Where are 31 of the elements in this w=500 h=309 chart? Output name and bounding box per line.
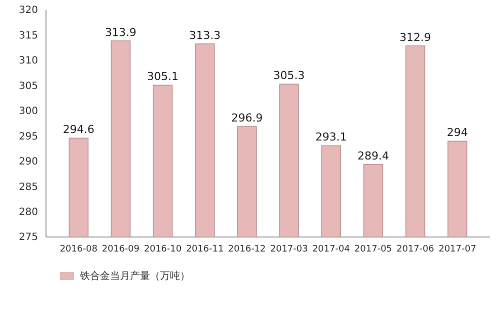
x-tick-label: 2016-12 (228, 244, 266, 254)
y-tick-label: 315 (18, 30, 38, 42)
y-tick-label: 275 (18, 232, 38, 244)
y-tick-label: 285 (18, 182, 38, 193)
x-tick-label: 2017-07 (438, 244, 476, 254)
x-tick-label: 2017-06 (396, 244, 434, 254)
legend-label: 铁合金当月产量（万吨） (79, 270, 190, 282)
x-tick-label: 2017-03 (270, 244, 308, 254)
y-tick-label: 305 (18, 80, 38, 92)
data-label: 293.1 (315, 130, 347, 144)
x-tick-label: 2016-09 (102, 244, 140, 254)
x-tick-label: 2017-05 (354, 244, 392, 254)
y-tick-label: 280 (18, 206, 38, 218)
data-label: 305.1 (147, 70, 179, 84)
data-label: 312.9 (400, 30, 432, 44)
y-tick-label: 300 (18, 106, 38, 118)
data-label: 289.4 (357, 149, 389, 162)
x-tick-label: 2016-10 (144, 244, 182, 254)
data-label: 296.9 (231, 112, 263, 125)
y-tick-label: 290 (18, 156, 38, 168)
data-label: 305.3 (273, 69, 305, 82)
y-tick-label: 310 (18, 56, 38, 67)
y-tick-label: 320 (18, 5, 38, 16)
data-label: 313.9 (104, 26, 136, 39)
y-tick-label: 295 (18, 131, 38, 142)
x-tick-label: 2017-04 (312, 244, 350, 254)
x-tick-label: 2016-11 (186, 244, 224, 254)
data-label: 294.6 (62, 123, 94, 136)
data-label: 313.3 (189, 28, 221, 42)
data-label: 294 (446, 126, 468, 140)
x-tick-label: 2016-08 (60, 244, 98, 254)
